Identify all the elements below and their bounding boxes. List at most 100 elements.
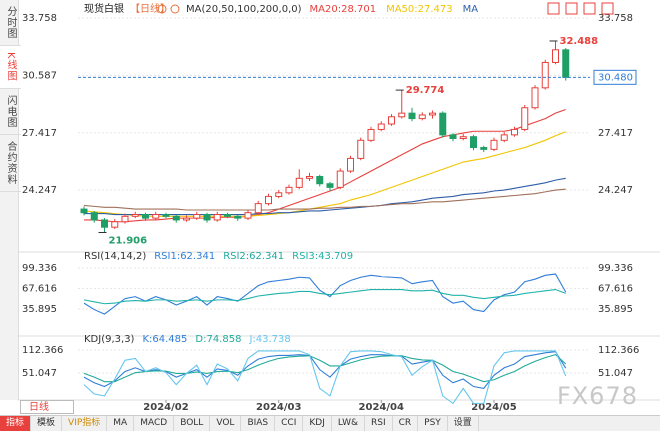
y-tick-label-right: 99.336 <box>598 263 633 274</box>
period-select[interactable]: 日线 <box>20 400 74 414</box>
ma-line <box>83 188 566 211</box>
toolbar-tab[interactable]: CR <box>393 416 419 431</box>
candle-body <box>316 176 324 185</box>
toolbar-tab[interactable]: PSY <box>418 416 448 431</box>
kdj-line <box>83 351 567 390</box>
sidebar-tab[interactable]: 闪电图 <box>0 89 21 135</box>
candle-body <box>562 49 570 78</box>
x-tick-label: 2024/03 <box>256 402 301 413</box>
toolbar-tab[interactable]: KDJ <box>303 416 332 431</box>
candle-body <box>367 128 375 141</box>
last-price-label: 30.480 <box>598 72 633 83</box>
ma-line <box>84 109 566 223</box>
toolbar-tab[interactable]: 模板 <box>31 416 63 431</box>
extreme-label: 29.774 <box>406 85 445 96</box>
y-tick-label: 67.616 <box>22 283 57 294</box>
toolbar-tab[interactable]: BOLL <box>174 416 211 431</box>
candle-body <box>285 186 293 194</box>
y-tick-label-right: 67.616 <box>598 283 633 294</box>
last-price-box <box>593 69 637 85</box>
legend-text: 【日线】 <box>130 2 170 15</box>
legend-text: 现货白银 <box>84 2 124 15</box>
legend-text: RSI2:62.341 <box>223 251 284 262</box>
y-tick-label-right: 112.366 <box>598 345 639 356</box>
sidebar-tab[interactable]: K线图 <box>0 46 21 89</box>
candle-body <box>490 139 498 150</box>
candle-body <box>326 183 334 188</box>
toolbar-tab[interactable]: RSI <box>365 416 393 431</box>
sidebar: 分时图 K线图 闪电图 合约资料 <box>0 0 21 400</box>
candle-body <box>111 221 119 228</box>
watermark: FX678 <box>556 382 638 410</box>
candle-body <box>203 214 211 221</box>
toolbar-tab[interactable]: VOL <box>210 416 242 431</box>
candle-body <box>480 147 488 150</box>
toolbar-tab[interactable]: 指标 <box>0 416 32 431</box>
candle-body <box>541 61 549 89</box>
legend-text: J:43.738 <box>248 334 290 345</box>
legend-text: D:74.858 <box>195 334 241 345</box>
toolbar-tab[interactable]: LW& <box>332 416 365 431</box>
extreme-label: 32.488 <box>560 36 599 47</box>
x-tick-label: 2024/02 <box>143 402 188 413</box>
candle-body <box>521 107 529 130</box>
candle-body <box>429 112 436 116</box>
y-tick-label: 27.417 <box>22 128 57 139</box>
icon <box>157 4 167 14</box>
candle-body <box>275 192 283 197</box>
candle-body <box>213 214 221 221</box>
toolbar-icon[interactable] <box>601 2 614 15</box>
extreme-label: 21.906 <box>109 236 148 247</box>
candle-body <box>398 112 406 118</box>
toolbar-icon[interactable] <box>565 2 578 15</box>
legend-text: KDJ(9,3,3) <box>84 334 135 345</box>
candle-body <box>470 136 477 149</box>
candle-body <box>244 212 252 219</box>
candle-body <box>552 49 559 63</box>
sidebar-tab[interactable]: 分时图 <box>0 0 21 46</box>
toolbar-tab[interactable]: BIAS <box>241 416 276 431</box>
candle-body <box>265 195 272 205</box>
y-tick-label: 30.587 <box>22 70 57 81</box>
candle-body <box>439 112 447 136</box>
y-tick-label-right: 33.758 <box>598 13 633 24</box>
legend-text: RSI(14,14,2) <box>84 251 146 262</box>
candle-body <box>418 114 426 120</box>
candle-body <box>500 134 508 141</box>
legend-text: MA50:27.473 <box>386 4 453 15</box>
candle-body <box>172 215 180 221</box>
toolbar-tab[interactable]: VIP指标 <box>62 416 108 431</box>
candle-body <box>121 215 129 223</box>
candle-body <box>336 170 344 188</box>
icon <box>170 4 180 14</box>
candle-body <box>531 87 539 109</box>
sidebar-tab[interactable]: 合约资料 <box>0 135 21 192</box>
candle-body <box>234 215 242 219</box>
toolbar-tab[interactable]: 设置 <box>448 416 479 431</box>
toolbar-icon[interactable] <box>583 2 596 15</box>
y-tick-label: 112.366 <box>22 345 63 356</box>
candle-body <box>90 212 98 221</box>
legend-text: MA(20,50,100,200,0,0) <box>186 4 302 15</box>
candle-body <box>101 219 108 228</box>
toolbar-tab[interactable]: MACD <box>134 416 175 431</box>
toolbar-icon[interactable] <box>547 2 560 15</box>
legend-text: RSI1:62.341 <box>154 251 215 262</box>
candle-body <box>152 214 160 219</box>
y-tick-label: 51.047 <box>22 368 57 379</box>
candle-body <box>254 203 262 214</box>
y-tick-label-right: 51.047 <box>598 368 633 379</box>
legend-text: MA20:28.701 <box>310 4 377 15</box>
candle-body <box>408 112 416 120</box>
candle-body <box>511 128 518 136</box>
toolbar-tab[interactable]: MA <box>107 416 135 431</box>
candle-body <box>357 139 365 159</box>
candle-body <box>377 123 385 130</box>
legend-text: MA <box>463 4 479 15</box>
candle-body <box>388 116 395 125</box>
candle-body <box>459 136 467 139</box>
legend-text: RSI3:43.709 <box>292 251 353 262</box>
toolbar-tab[interactable]: CCI <box>275 416 304 431</box>
